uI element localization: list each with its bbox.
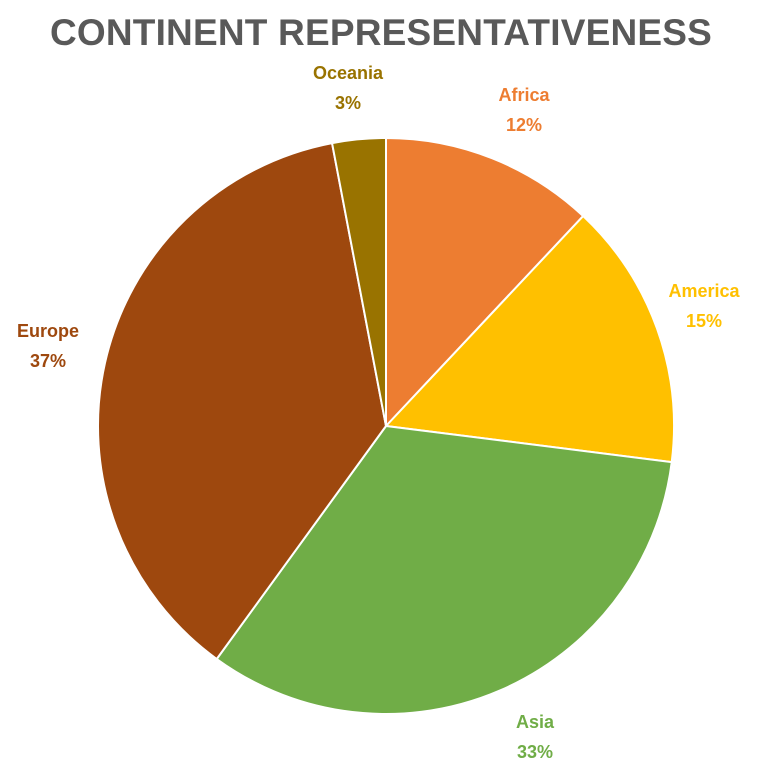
pie-slice-europe [97,142,387,660]
slice-value-oceania: 3% [335,93,361,113]
chart-title: CONTINENT REPRESENTATIVENESS [49,12,713,53]
pie-slice-asia [215,425,673,716]
slice-label-oceania: Oceania [313,63,384,83]
slice-value-america: 15% [686,311,722,331]
slice-value-asia: 33% [517,742,553,762]
slice-value-europe: 37% [30,351,66,371]
pie-slice-america [385,215,675,464]
pie-slice-oceania [331,137,387,427]
slice-label-africa: Africa [498,85,550,105]
slice-label-america: America [668,281,740,301]
pie-slice-africa [385,137,585,427]
pie-labels: Africa 12% America 15% Asia 33% Europe 37% Ocean… [17,63,741,762]
slice-label-asia: Asia [516,712,555,732]
pie-slices [97,137,675,716]
slice-value-africa: 12% [506,115,542,135]
slice-label-europe: Europe [17,321,79,341]
